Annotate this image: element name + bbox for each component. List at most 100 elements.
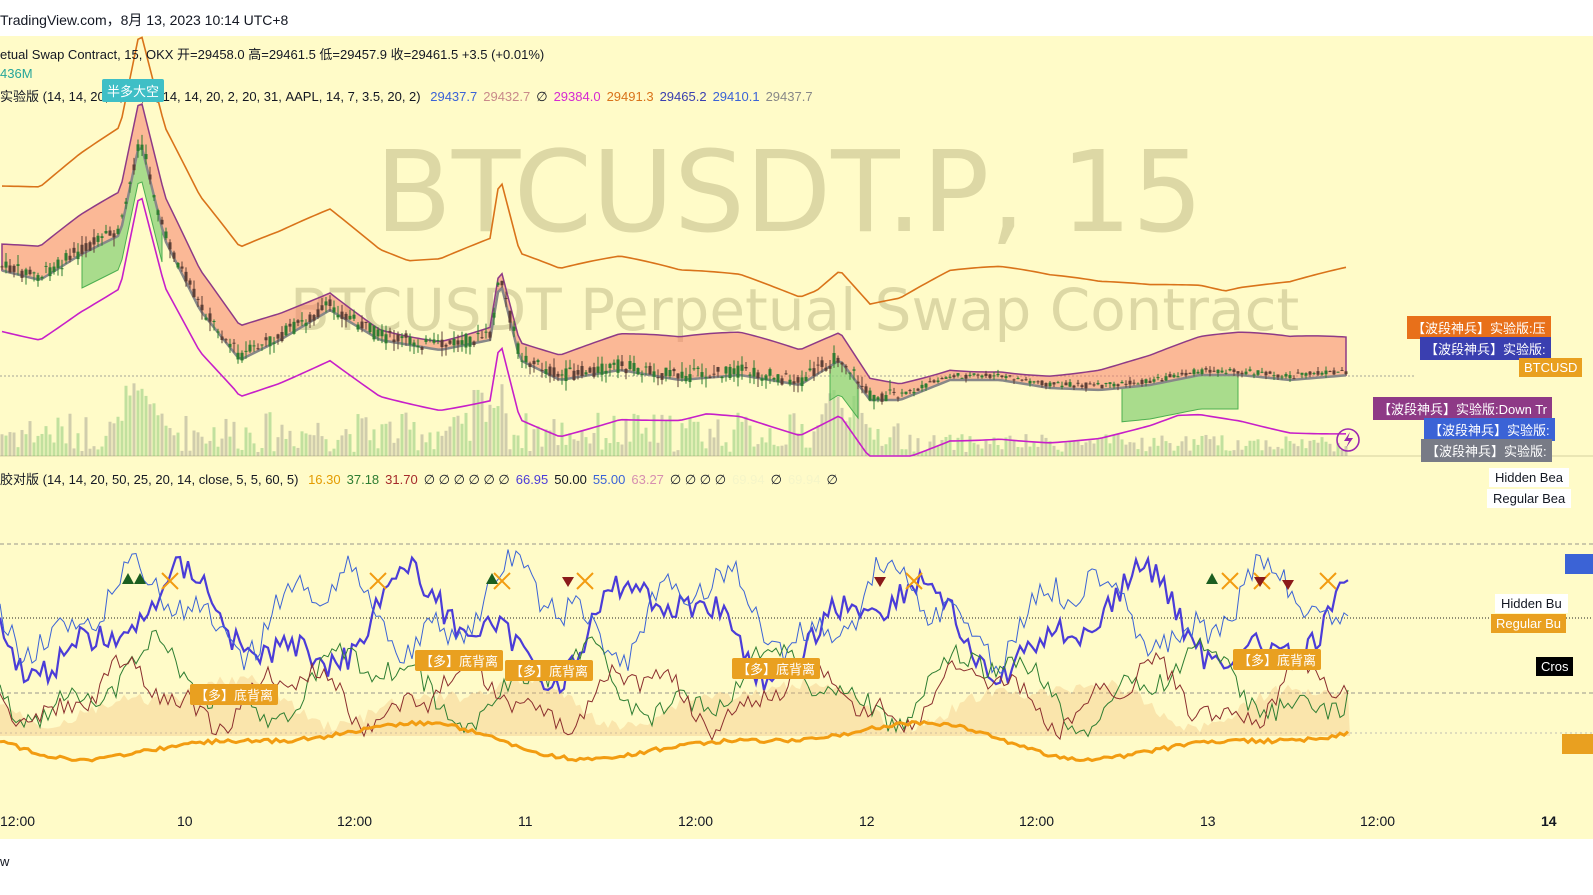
- right-tag-indicator[interactable]: 【波段神兵】实验版:: [1420, 337, 1551, 360]
- right-tag-gray[interactable]: 【波段神兵】实验版:: [1421, 439, 1552, 462]
- signal-markers: [122, 572, 1337, 590]
- volume-bar: [1260, 450, 1264, 456]
- oscillator-values: 16.30 37.18 31.70 ∅ ∅ ∅ ∅ ∅ ∅ 66.95 50.00 55.0…: [308, 472, 844, 487]
- candle-body: [12, 265, 16, 272]
- candle-body: [896, 397, 900, 399]
- volume-bar: [332, 448, 336, 456]
- candle-body: [432, 339, 436, 343]
- candle-body: [552, 367, 556, 377]
- volume-bar: [440, 435, 444, 456]
- volume-bar: [388, 421, 392, 456]
- candle-body: [248, 344, 252, 352]
- right-tag-support[interactable]: 【波段神兵】实验版:: [1424, 418, 1555, 441]
- candle-body: [144, 154, 148, 160]
- volume-bar: [812, 431, 816, 456]
- volume-bar: [168, 428, 172, 456]
- price-axis-tag[interactable]: BTCUSD: [1519, 358, 1583, 377]
- candle-body: [32, 272, 36, 274]
- volume-bar: [1136, 449, 1140, 456]
- candle-body: [36, 275, 40, 281]
- volume-bar: [520, 448, 524, 456]
- candle-body: [984, 373, 988, 376]
- candle-body: [672, 368, 676, 372]
- candle-body: [1192, 369, 1196, 375]
- volume-bar: [296, 447, 300, 456]
- candle-body: [192, 288, 196, 298]
- volume-bar: [1024, 434, 1028, 456]
- osc-orange-tag: [1562, 734, 1593, 754]
- volume-bar: [0, 434, 4, 456]
- cross-marker: [161, 572, 179, 590]
- volume-bar: [472, 390, 476, 456]
- candle-body: [336, 314, 340, 318]
- candle-body: [936, 380, 940, 383]
- volume-bar: [892, 426, 896, 456]
- candle-body: [744, 367, 748, 369]
- bottom-bar: w: [0, 839, 1593, 895]
- candle-body: [160, 219, 164, 225]
- volume-bar: [36, 435, 40, 456]
- candle-body: [876, 397, 880, 400]
- regular-bull-tag[interactable]: Regular Bu: [1491, 614, 1567, 633]
- volume-bar: [396, 438, 400, 456]
- volume-bar: [932, 435, 936, 456]
- candle-body: [140, 144, 144, 150]
- hidden-bull-tag[interactable]: Hidden Bu: [1495, 594, 1568, 613]
- candle-body: [316, 309, 320, 318]
- candle-body: [580, 365, 584, 377]
- volume-bar: [872, 439, 876, 456]
- candle-body: [612, 362, 616, 365]
- volume-bar: [792, 413, 796, 456]
- candle-body: [536, 360, 540, 363]
- volume-bar: [884, 444, 888, 456]
- candle-body: [456, 340, 460, 345]
- candle-body: [1280, 376, 1284, 378]
- candle-body: [212, 320, 216, 322]
- volume-bar: [664, 421, 668, 456]
- candle-body: [640, 374, 644, 376]
- hidden-bear-tag[interactable]: Hidden Bea: [1489, 468, 1569, 487]
- candle-body: [1112, 383, 1116, 387]
- volume-bar: [904, 449, 908, 456]
- volume-bar: [1220, 435, 1224, 456]
- oscillator-legend[interactable]: 胶对版 (14, 14, 20, 50, 25, 20, 14, close, …: [0, 469, 850, 488]
- right-tag-downtrend[interactable]: 【波段神兵】实验版:Down Tr: [1373, 397, 1553, 420]
- candle-body: [440, 339, 444, 348]
- candle-body: [1188, 372, 1192, 374]
- main-series-legend[interactable]: etual Swap Contract, 15, OKX 开=29458.0 高…: [0, 44, 550, 63]
- candle-body: [860, 385, 864, 387]
- candle-body: [136, 144, 140, 151]
- candle-body: [1208, 369, 1212, 373]
- candle-body: [1064, 382, 1068, 386]
- x-axis-label: 12:00: [0, 813, 36, 829]
- volume-bar: [244, 427, 248, 456]
- volume-bar: [776, 446, 780, 456]
- volume-bar: [208, 440, 212, 456]
- candle-body: [296, 320, 300, 323]
- cross-tag[interactable]: Cros: [1536, 657, 1574, 676]
- volume-bar: [628, 441, 632, 456]
- candle-body: [424, 338, 428, 342]
- candle-body: [688, 374, 692, 383]
- volume-legend: 436M: [0, 66, 33, 81]
- volume-bar: [1164, 441, 1168, 456]
- x-axis-label: 12:00: [337, 813, 373, 829]
- regular-bear-tag[interactable]: Regular Bea: [1487, 489, 1572, 508]
- chart-area[interactable]: BTCUSDT.P, 15 BTCUSDT Perpetual Swap Con…: [0, 36, 1593, 839]
- volume-bar: [1308, 440, 1312, 456]
- volume-bar: [772, 444, 776, 456]
- candle-body: [220, 336, 224, 340]
- right-tag-pressure[interactable]: 【波段神兵】实验版:压: [1407, 316, 1551, 339]
- volume-bar: [508, 449, 512, 456]
- candle-body: [272, 342, 276, 344]
- chart-canvas[interactable]: [0, 36, 1593, 839]
- volume-bar: [1012, 440, 1016, 456]
- candle-body: [1000, 375, 1004, 378]
- description-watermark: BTCUSDT Perpetual Swap Contract: [290, 276, 1300, 344]
- volume-bar: [940, 439, 944, 456]
- divergence-label: 【多】底背离: [505, 660, 594, 681]
- volume-bar: [808, 447, 812, 456]
- candle-body: [20, 270, 24, 278]
- legend-value: ∅ ∅ ∅ ∅: [669, 472, 727, 487]
- volume-bar: [48, 434, 52, 456]
